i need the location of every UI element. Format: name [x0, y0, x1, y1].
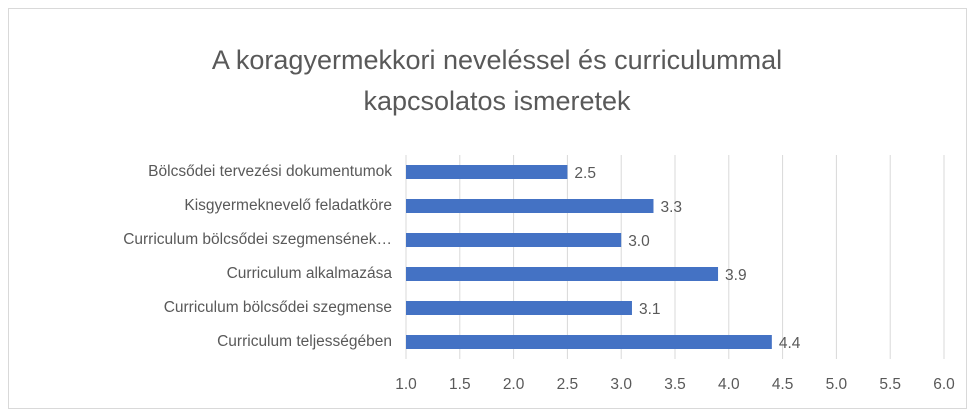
- bar: [406, 199, 654, 213]
- value-label: 2.5: [574, 165, 596, 182]
- bar: [406, 233, 622, 247]
- chart-title: kapcsolatos ismeretek: [363, 86, 631, 116]
- x-tick-label: 4.0: [718, 376, 740, 393]
- y-tick-label: Bölcsődei tervezési dokumentumok: [148, 163, 392, 180]
- x-tick-label: 5.5: [879, 376, 901, 393]
- value-label: 3.9: [725, 267, 747, 284]
- bar: [406, 335, 772, 349]
- bar: [406, 267, 719, 281]
- y-tick-label: Curriculum teljességében: [217, 333, 392, 350]
- x-tick-label: 4.5: [772, 376, 794, 393]
- x-tick-label: 2.0: [503, 376, 525, 393]
- bar: [406, 165, 568, 179]
- y-tick-label: Curriculum bölcsődei szegmense: [164, 299, 392, 316]
- x-tick-label: 3.0: [610, 376, 632, 393]
- y-tick-label: Curriculum alkalmazása: [227, 265, 393, 282]
- x-tick-label: 5.0: [826, 376, 848, 393]
- y-tick-label: Kisgyermeknevelő feladatköre: [184, 197, 392, 214]
- y-tick-label: Curriculum bölcsődei szegmensének…: [123, 231, 392, 248]
- x-tick-label: 3.5: [664, 376, 686, 393]
- value-label: 4.4: [779, 335, 801, 352]
- value-label: 3.0: [628, 233, 650, 250]
- bar: [406, 301, 632, 315]
- x-tick-label: 1.5: [449, 376, 471, 393]
- chart-title: A koragyermekkori neveléssel és curricul…: [212, 45, 782, 75]
- x-tick-label: 1.0: [395, 376, 417, 393]
- x-tick-label: 6.0: [933, 376, 955, 393]
- value-label: 3.1: [639, 301, 661, 318]
- value-label: 3.3: [660, 199, 682, 216]
- x-tick-label: 2.5: [557, 376, 579, 393]
